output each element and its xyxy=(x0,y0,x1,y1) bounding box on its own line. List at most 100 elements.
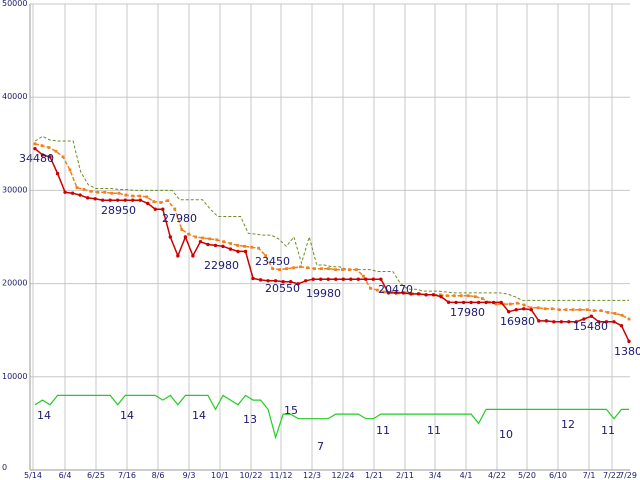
point-avg xyxy=(571,308,575,312)
point-low xyxy=(424,293,428,297)
point-low xyxy=(258,278,263,282)
x-tick-label: 6/10 xyxy=(549,471,567,480)
point-avg xyxy=(557,308,561,312)
x-tick-label: 1/21 xyxy=(365,471,383,480)
x-tick-label: 7/29 xyxy=(619,471,637,480)
x-tick-label: 6/25 xyxy=(87,471,105,480)
data-label: 14 xyxy=(192,409,206,422)
point-avg xyxy=(250,245,254,249)
data-label: 13800 xyxy=(614,345,640,358)
point-avg xyxy=(620,313,624,317)
series-line-count xyxy=(34,394,629,440)
point-avg xyxy=(438,293,442,297)
point-low xyxy=(476,300,481,305)
point-low xyxy=(544,319,548,323)
series-line-high xyxy=(34,135,629,301)
point-avg xyxy=(173,207,177,211)
point-low xyxy=(341,277,345,281)
point-avg xyxy=(480,297,484,300)
point-low xyxy=(319,277,323,281)
data-label: 20550 xyxy=(265,282,300,295)
point-avg xyxy=(257,246,261,250)
point-avg xyxy=(285,267,288,271)
point-low xyxy=(108,198,112,202)
point-low xyxy=(431,293,436,297)
point-low xyxy=(138,198,142,202)
x-tick-label: 12/24 xyxy=(331,471,354,480)
data-label: 28950 xyxy=(101,204,136,217)
point-avg xyxy=(82,188,86,191)
x-tick-label: 10/22 xyxy=(239,471,262,480)
point-low xyxy=(619,324,624,328)
x-tick-label: 5/20 xyxy=(518,471,536,480)
data-label: 11 xyxy=(376,424,390,437)
point-low xyxy=(161,207,165,211)
point-low xyxy=(574,320,579,324)
point-avg xyxy=(627,317,631,321)
point-avg xyxy=(494,302,498,306)
data-label: 14 xyxy=(37,409,51,422)
point-low xyxy=(213,243,218,248)
point-avg xyxy=(110,191,114,195)
point-low xyxy=(364,277,368,281)
point-low xyxy=(612,320,616,324)
point-low xyxy=(552,320,556,324)
x-tick-label: 7/1 xyxy=(583,471,596,480)
data-label: 7 xyxy=(317,440,324,453)
data-label: 10 xyxy=(499,428,513,441)
point-avg xyxy=(117,191,121,195)
point-low xyxy=(567,320,571,324)
point-low xyxy=(604,320,609,324)
point-low xyxy=(273,279,278,283)
point-low xyxy=(627,339,631,344)
point-low xyxy=(529,307,533,312)
point-low xyxy=(371,277,376,281)
point-low xyxy=(446,300,451,304)
x-tick-label: 4/22 xyxy=(488,471,506,480)
point-low xyxy=(123,198,127,202)
point-avg xyxy=(355,268,358,272)
point-avg xyxy=(459,294,463,298)
point-avg xyxy=(313,267,316,271)
x-tick-label: 11/12 xyxy=(269,471,292,480)
point-low xyxy=(78,193,82,197)
point-low xyxy=(454,300,458,305)
point-low xyxy=(506,310,511,314)
point-low xyxy=(303,279,308,283)
x-tick-label: 3/4 xyxy=(429,471,442,480)
point-avg xyxy=(187,232,191,236)
data-label: 27980 xyxy=(162,212,197,225)
point-low xyxy=(116,198,120,202)
point-avg xyxy=(166,199,170,203)
point-avg xyxy=(452,294,456,298)
point-low xyxy=(499,300,503,305)
data-label: 15 xyxy=(284,404,298,417)
point-low xyxy=(251,276,255,281)
point-avg xyxy=(152,200,156,203)
point-avg xyxy=(75,186,79,190)
point-avg xyxy=(536,306,540,310)
x-tick-label: 4/1 xyxy=(460,471,473,480)
point-avg xyxy=(362,274,365,278)
y-tick-label: 30000 xyxy=(2,185,27,194)
point-avg xyxy=(138,194,142,198)
grid xyxy=(30,3,630,471)
point-avg xyxy=(215,238,219,242)
point-avg xyxy=(208,237,212,241)
point-low xyxy=(63,190,67,194)
x-tick-label: 5/14 xyxy=(24,471,42,480)
data-label: 11 xyxy=(601,424,615,437)
point-low xyxy=(401,291,406,295)
point-low xyxy=(40,153,45,157)
point-low xyxy=(484,300,488,305)
x-tick-label: 12/3 xyxy=(303,471,321,480)
point-low xyxy=(582,317,586,321)
data-label: 16980 xyxy=(500,315,535,328)
point-low xyxy=(48,155,52,159)
point-avg xyxy=(33,142,37,146)
data-label: 11 xyxy=(427,424,441,437)
point-low xyxy=(469,300,473,305)
point-avg xyxy=(341,268,344,272)
point-low xyxy=(334,277,338,281)
point-low xyxy=(589,314,594,318)
